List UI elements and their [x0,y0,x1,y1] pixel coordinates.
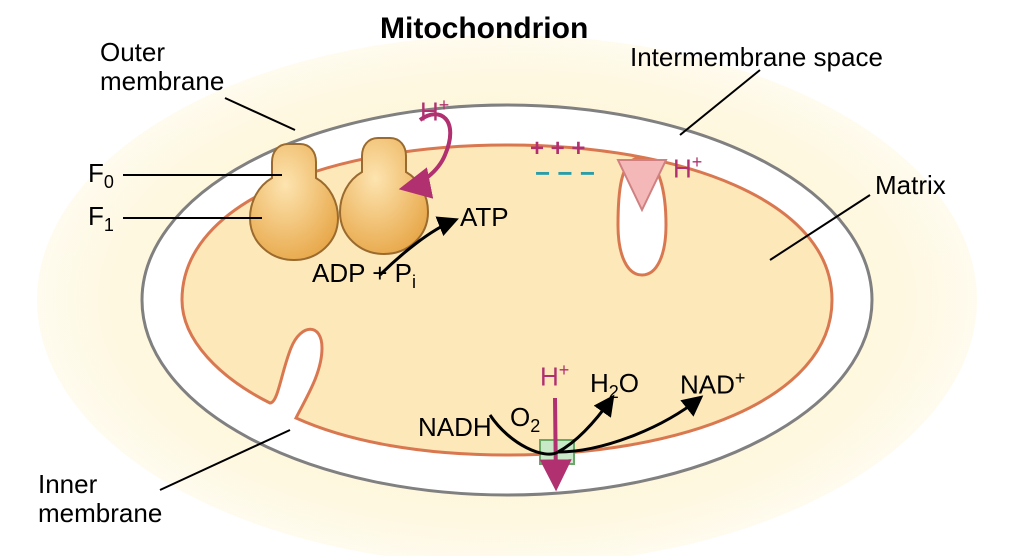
intermembrane-space-label: Intermembrane space [630,42,883,73]
inner-membrane-label: Inner membrane [38,470,162,527]
f0-label: F0 [88,158,114,193]
h-plus-mid-label: H+ [540,360,569,393]
h-arrow-bottom [555,398,556,485]
matrix-label: Matrix [875,170,946,201]
outer-membrane-label: Outer membrane [100,38,224,95]
diagram-title: Mitochondrion [380,12,588,46]
atp-label: ATP [460,202,509,233]
adp-pi-label: ADP + Pi [312,258,416,293]
f1-label: F1 [88,201,114,236]
minus-row: − − − [535,158,595,189]
h-plus-right-label: H+ [673,152,702,185]
h2o-label: H2O [590,368,639,403]
h-plus-top-label: H+ [420,95,449,128]
nadh-label: NADH [418,412,492,443]
nad-plus-label: NAD+ [680,368,745,401]
o2-label: O2 [510,402,540,437]
